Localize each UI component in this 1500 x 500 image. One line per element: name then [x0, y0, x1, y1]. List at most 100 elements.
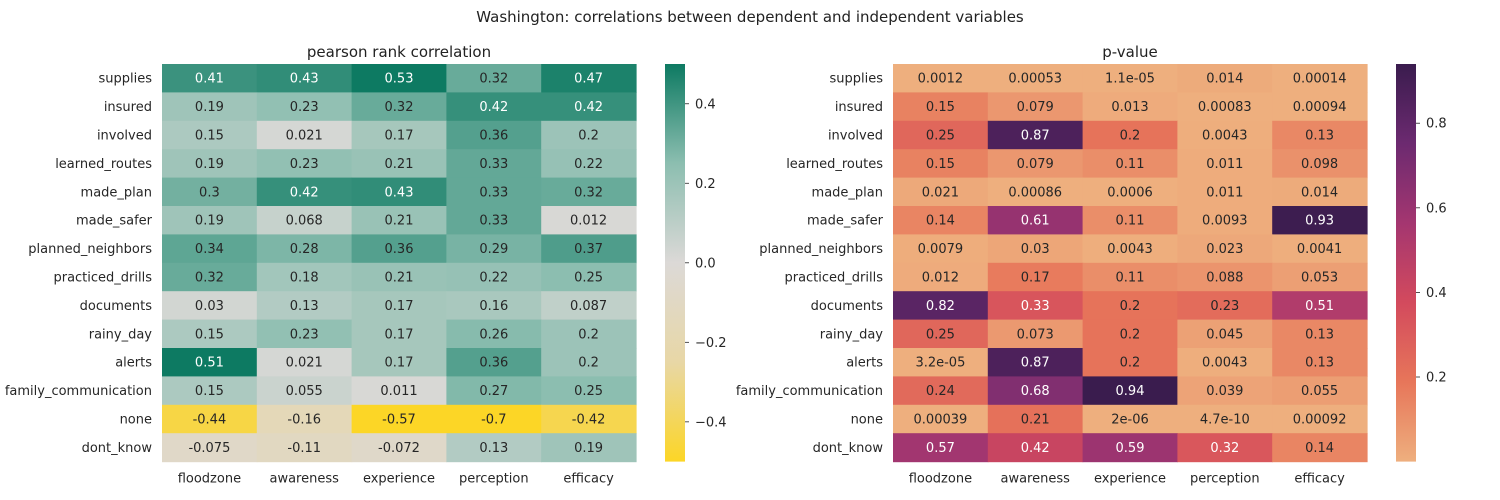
cell-label: 0.51	[1305, 299, 1334, 314]
heatmap-cell	[1272, 404, 1368, 434]
heatmap-cell	[1082, 120, 1178, 150]
heatmap-cell	[893, 64, 989, 93]
cell-label: 0.2	[1120, 356, 1141, 371]
heatmap-cell	[351, 64, 447, 93]
heatmap-cell	[162, 92, 258, 122]
heatmap-cell	[256, 319, 353, 349]
heatmap-cell	[987, 234, 1084, 264]
heatmap-cell	[987, 120, 1084, 150]
heatmap-cell	[1082, 262, 1178, 292]
cell-label: 0.15	[195, 384, 224, 399]
cell-label: 0.014	[1301, 185, 1338, 200]
heatmap-cell	[256, 92, 353, 122]
heatmap-cell	[162, 234, 258, 264]
heatmap-cell	[1272, 376, 1368, 406]
cell-label: 0.079	[1017, 157, 1054, 172]
cell-label: 0.23	[290, 327, 319, 342]
heatmap-cell	[541, 92, 637, 122]
row-tick-label: made_safer	[76, 214, 153, 229]
heatmap-cell	[1082, 404, 1178, 434]
heatmap-cell	[446, 177, 542, 207]
heatmap-cell	[1177, 319, 1273, 349]
cell-label: 0.2	[578, 129, 599, 144]
cell-label: 0.19	[195, 157, 224, 172]
heatmap-title: pearson rank correlation	[307, 43, 491, 61]
heatmap-cell	[256, 149, 353, 179]
row-tick-label: none	[851, 413, 883, 428]
heatmap-cell	[1082, 149, 1178, 179]
heatmap-cell	[541, 234, 637, 264]
cell-label: 0.36	[479, 129, 508, 144]
heatmap-cell	[1177, 120, 1273, 150]
cell-label: -0.42	[572, 413, 606, 428]
cell-label: 0.068	[286, 214, 323, 229]
cell-label: 0.039	[1206, 384, 1243, 399]
heatmap-cell	[541, 348, 637, 377]
row-tick-label: family_communication	[5, 384, 152, 399]
heatmap-cell	[351, 262, 447, 292]
heatmap-cell	[893, 376, 989, 406]
colorbar	[665, 64, 685, 462]
heatmap-cell	[541, 262, 637, 292]
heatmap-cell	[162, 319, 258, 349]
cell-label: 0.15	[926, 100, 955, 115]
cell-label: 0.27	[479, 384, 508, 399]
heatmap-cell	[162, 291, 258, 321]
heatmap-cell	[1177, 376, 1273, 406]
row-tick-label: involved	[828, 129, 883, 144]
heatmap-cell	[893, 92, 989, 122]
heatmap-cell	[351, 319, 447, 349]
row-tick-label: family_communication	[736, 384, 883, 399]
cell-label: 0.87	[1021, 356, 1050, 371]
cell-label: 0.11	[1116, 214, 1145, 229]
heatmap-cell	[893, 206, 989, 235]
heatmap-cell	[351, 177, 447, 207]
cell-label: -0.11	[287, 441, 321, 456]
row-tick-label: insured	[104, 100, 152, 115]
colorbar-tick-label: 0.6	[1426, 201, 1447, 216]
cell-label: 0.11	[1116, 157, 1145, 172]
colorbar-tick-label: 0.2	[1426, 371, 1447, 386]
heatmap-cell	[162, 206, 258, 235]
row-tick-label: made_safer	[807, 214, 884, 229]
row-tick-label: dont_know	[813, 441, 884, 456]
column-tick-label: perception	[459, 472, 529, 487]
cell-label: 0.19	[195, 100, 224, 115]
heatmap-cell	[256, 348, 353, 377]
cell-label: 0.21	[1021, 413, 1050, 428]
heatmap-cell	[1272, 92, 1368, 122]
cell-label: 4.7e-10	[1200, 413, 1250, 428]
cell-label: 0.2	[1120, 129, 1141, 144]
heatmap-cell	[446, 291, 542, 321]
cell-label: 0.021	[286, 129, 323, 144]
cell-label: 0.2	[578, 327, 599, 342]
cell-label: 0.0012	[918, 72, 964, 87]
heatmap-cell	[987, 149, 1084, 179]
cell-label: 0.25	[926, 129, 955, 144]
figure-title: Washington: correlations between depende…	[476, 8, 1024, 26]
colorbar-tick-label: 0.8	[1426, 117, 1447, 132]
heatmap-cell	[987, 206, 1084, 235]
cell-label: 0.087	[570, 299, 607, 314]
heatmap-cell	[1272, 262, 1368, 292]
cell-label: 0.87	[1021, 129, 1050, 144]
cell-label: 0.13	[1305, 129, 1334, 144]
cell-label: 0.42	[1021, 441, 1050, 456]
column-tick-label: perception	[1190, 472, 1260, 487]
cell-label: 0.47	[574, 72, 603, 87]
colorbar-tick-label: 0.4	[1426, 286, 1447, 301]
colorbar	[1396, 64, 1416, 462]
heatmap-cell	[541, 64, 637, 93]
cell-label: 0.82	[926, 299, 955, 314]
heatmap-cell	[351, 206, 447, 235]
cell-label: 0.021	[922, 185, 959, 200]
heatmap-cell	[893, 319, 989, 349]
heatmap-cell	[1177, 177, 1273, 207]
heatmap-cell	[446, 206, 542, 235]
cell-label: 0.2	[578, 356, 599, 371]
cell-label: 0.021	[286, 356, 323, 371]
cell-label: 0.59	[1116, 441, 1145, 456]
cell-label: 0.03	[1021, 242, 1050, 257]
heatmap-cell	[1177, 291, 1273, 321]
